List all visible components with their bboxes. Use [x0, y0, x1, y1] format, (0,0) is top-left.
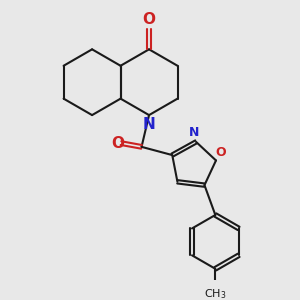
Text: CH$_3$: CH$_3$ [204, 287, 226, 300]
Text: O: O [215, 146, 226, 159]
Text: N: N [143, 117, 155, 132]
Text: N: N [189, 126, 200, 139]
Text: O: O [142, 12, 155, 27]
Text: O: O [111, 136, 124, 151]
